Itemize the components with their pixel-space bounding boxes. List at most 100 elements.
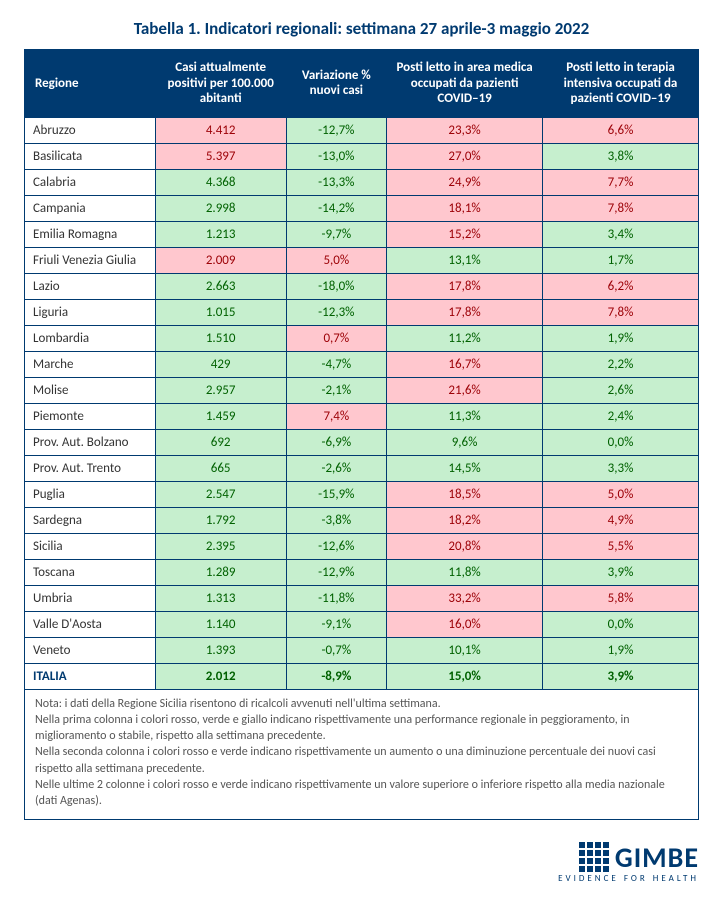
- value-cell: -12,3%: [286, 299, 387, 325]
- value-cell: -2,1%: [286, 377, 387, 403]
- table-row: Friuli Venezia Giulia2.0095,0%13,1%1,7%: [25, 247, 699, 273]
- table-row: Campania2.998-14,2%18,1%7,8%: [25, 195, 699, 221]
- value-cell: 6,2%: [543, 273, 699, 299]
- regione-cell: Marche: [25, 351, 156, 377]
- value-cell: 5,0%: [543, 481, 699, 507]
- table-row: Marche429-4,7%16,7%2,2%: [25, 351, 699, 377]
- value-cell: 692: [155, 429, 286, 455]
- regione-cell: Veneto: [25, 637, 156, 663]
- value-cell: 20,8%: [387, 533, 543, 559]
- value-cell: 21,6%: [387, 377, 543, 403]
- value-cell: -11,8%: [286, 585, 387, 611]
- value-cell: 1.393: [155, 637, 286, 663]
- value-cell: 1.792: [155, 507, 286, 533]
- value-cell: 9,6%: [387, 429, 543, 455]
- value-cell: 13,1%: [387, 247, 543, 273]
- value-cell: 14,5%: [387, 455, 543, 481]
- table-row: Sardegna1.792-3,8%18,2%4,9%: [25, 507, 699, 533]
- regione-cell: Sardegna: [25, 507, 156, 533]
- value-cell: 1,9%: [543, 325, 699, 351]
- value-cell: 4.412: [155, 117, 286, 143]
- value-cell: 11,8%: [387, 559, 543, 585]
- value-cell: 5,5%: [543, 533, 699, 559]
- value-cell: 18,2%: [387, 507, 543, 533]
- logo-brand: GIMBE: [615, 840, 699, 875]
- value-cell: 2.395: [155, 533, 286, 559]
- value-cell: -18,0%: [286, 273, 387, 299]
- value-cell: -6,9%: [286, 429, 387, 455]
- value-cell: -0,7%: [286, 637, 387, 663]
- value-cell: 1,9%: [543, 637, 699, 663]
- value-cell: 1.459: [155, 403, 286, 429]
- regione-cell: Emilia Romagna: [25, 221, 156, 247]
- value-cell: 0,0%: [543, 429, 699, 455]
- value-cell: 1.510: [155, 325, 286, 351]
- table-row: Umbria1.313-11,8%33,2%5,8%: [25, 585, 699, 611]
- value-cell: 24,9%: [387, 169, 543, 195]
- value-cell: 3,9%: [543, 559, 699, 585]
- table-row: Puglia2.547-15,9%18,5%5,0%: [25, 481, 699, 507]
- regione-cell: Liguria: [25, 299, 156, 325]
- regione-cell: Molise: [25, 377, 156, 403]
- value-cell: 15,0%: [387, 663, 543, 689]
- value-cell: 18,5%: [387, 481, 543, 507]
- value-cell: 2.957: [155, 377, 286, 403]
- value-cell: -9,1%: [286, 611, 387, 637]
- table-row: Lazio2.663-18,0%17,8%6,2%: [25, 273, 699, 299]
- regione-cell: Basilicata: [25, 143, 156, 169]
- value-cell: 27,0%: [387, 143, 543, 169]
- regione-cell: Lombardia: [25, 325, 156, 351]
- value-cell: -15,9%: [286, 481, 387, 507]
- table-row: Calabria4.368-13,3%24,9%7,7%: [25, 169, 699, 195]
- value-cell: -9,7%: [286, 221, 387, 247]
- value-cell: 6,6%: [543, 117, 699, 143]
- value-cell: 3,3%: [543, 455, 699, 481]
- table-row: ITALIA2.012-8,9%15,0%3,9%: [25, 663, 699, 689]
- value-cell: -4,7%: [286, 351, 387, 377]
- table-row: Emilia Romagna1.213-9,7%15,2%3,4%: [25, 221, 699, 247]
- col-variazione: Variazione % nuovi casi: [286, 50, 387, 118]
- value-cell: 1.213: [155, 221, 286, 247]
- value-cell: 1.289: [155, 559, 286, 585]
- regione-cell: Toscana: [25, 559, 156, 585]
- value-cell: 5.397: [155, 143, 286, 169]
- value-cell: 33,2%: [387, 585, 543, 611]
- table-row: Liguria1.015-12,3%17,8%7,8%: [25, 299, 699, 325]
- value-cell: 2,6%: [543, 377, 699, 403]
- col-regione: Regione: [25, 50, 156, 118]
- value-cell: 11,2%: [387, 325, 543, 351]
- value-cell: 2.012: [155, 663, 286, 689]
- value-cell: 1.015: [155, 299, 286, 325]
- value-cell: 15,2%: [387, 221, 543, 247]
- table-row: Piemonte1.4597,4%11,3%2,4%: [25, 403, 699, 429]
- value-cell: 2,4%: [543, 403, 699, 429]
- value-cell: 4.368: [155, 169, 286, 195]
- value-cell: 16,7%: [387, 351, 543, 377]
- table-row: Veneto1.393-0,7%10,1%1,9%: [25, 637, 699, 663]
- value-cell: 0,7%: [286, 325, 387, 351]
- value-cell: 2.547: [155, 481, 286, 507]
- value-cell: 665: [155, 455, 286, 481]
- value-cell: 1.313: [155, 585, 286, 611]
- value-cell: -2,6%: [286, 455, 387, 481]
- col-posti-ti: Posti letto in terapia intensiva occupat…: [543, 50, 699, 118]
- value-cell: 429: [155, 351, 286, 377]
- value-cell: 7,8%: [543, 195, 699, 221]
- value-cell: 5,0%: [286, 247, 387, 273]
- value-cell: 5,8%: [543, 585, 699, 611]
- value-cell: 7,7%: [543, 169, 699, 195]
- value-cell: 2.663: [155, 273, 286, 299]
- value-cell: 2.998: [155, 195, 286, 221]
- table-row: Abruzzo4.412-12,7%23,3%6,6%: [25, 117, 699, 143]
- value-cell: 18,1%: [387, 195, 543, 221]
- value-cell: 3,8%: [543, 143, 699, 169]
- regione-cell: Lazio: [25, 273, 156, 299]
- table-row: Basilicata5.397-13,0%27,0%3,8%: [25, 143, 699, 169]
- value-cell: 17,8%: [387, 299, 543, 325]
- regione-cell: Valle D'Aosta: [25, 611, 156, 637]
- value-cell: 17,8%: [387, 273, 543, 299]
- value-cell: 4,9%: [543, 507, 699, 533]
- value-cell: 2,2%: [543, 351, 699, 377]
- table-row: Molise2.957-2,1%21,6%2,6%: [25, 377, 699, 403]
- value-cell: 0,0%: [543, 611, 699, 637]
